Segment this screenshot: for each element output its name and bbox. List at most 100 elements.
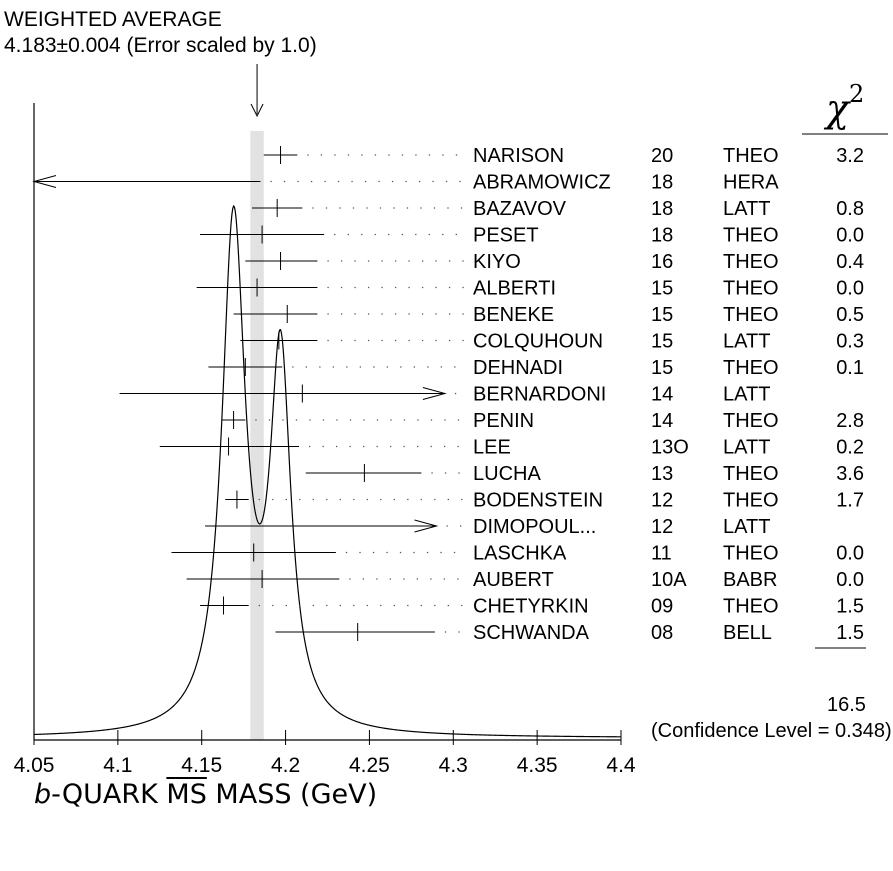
x-title-prefix: b [34,779,52,810]
measurement-name: PENIN [473,410,534,432]
error-bar-arrowhead-left [32,175,57,188]
measurement-name: SCHWANDA [473,622,590,644]
chart-title: WEIGHTED AVERAGE [4,8,222,31]
measurement-technique: LATT [723,198,770,220]
measurement-chi2: 3.6 [836,463,864,485]
measurement-name: LASCHKA [473,543,567,565]
measurement-technique: THEO [723,490,779,512]
measurement-name: NARISON [473,145,564,167]
measurement-technique: THEO [723,410,779,432]
measurement-year: 13O [651,437,689,459]
measurement-technique: LATT [723,331,770,353]
measurement-name: AUBERT [473,569,554,591]
measurement-year: 12 [651,490,673,512]
x-axis-title: b-QUARK MS MASS (GeV) [34,779,377,810]
measurement-name: BODENSTEIN [473,490,603,512]
measurement-chi2: 1.5 [836,596,864,618]
x-tick-label: 4.3 [439,754,468,777]
measurement-chi2: 2.8 [836,410,864,432]
measurement-chi2: 3.2 [836,145,864,167]
measurement-technique: HERA [723,172,779,194]
measurement-technique: THEO [723,596,779,618]
measurement-chi2: 0.4 [836,251,864,273]
measurement-name: ABRAMOWICZ [473,172,611,194]
measurement-year: 11 [651,543,672,565]
measurement-chi2: 0.0 [836,543,864,565]
confidence-level: (Confidence Level = 0.348) [651,720,892,742]
x-title-suffix: MASS (GeV) [206,779,378,810]
measurement-chi2: 0.8 [836,198,864,220]
measurement-technique: THEO [723,145,779,167]
chi-symbol: χ [826,86,850,131]
measurement-name: BENEKE [473,304,554,326]
measurement-technique: THEO [723,357,779,379]
chi-exponent: 2 [849,80,865,108]
measurement-name: DIMOPOUL... [473,516,596,538]
measurement-technique: LATT [723,437,770,459]
measurement-name: KIYO [473,251,521,273]
measurement-year: 15 [651,278,673,300]
measurement-technique: LATT [723,384,770,406]
measurement-name: BAZAVOV [473,198,567,220]
measurement-technique: LATT [723,516,770,538]
x-tick-label: 4.4 [606,754,636,777]
measurement-name: CHETYRKIN [473,596,589,618]
measurement-chi2: 0.0 [836,225,864,247]
measurement-technique: THEO [723,251,779,273]
ideogram-curve [33,204,622,738]
x-title-ms: MS [166,779,207,810]
x-tick-label: 4.35 [517,754,558,777]
x-tick-label: 4.25 [349,754,390,777]
measurement-name: COLQUHOUN [473,331,603,353]
error-bar-arrowhead-right [422,387,447,400]
measurement-year: 15 [651,304,673,326]
measurement-year: 18 [651,198,673,220]
measurement-year: 13 [651,463,673,485]
measurement-year: 12 [651,516,673,538]
measurement-technique: THEO [723,278,779,300]
measurement-technique: THEO [723,304,779,326]
measurement-technique: THEO [723,463,779,485]
measurement-technique: BABR [723,569,777,591]
measurement-technique: THEO [723,543,779,565]
measurement-name: DEHNADI [473,357,563,379]
measurement-chi2: 0.3 [836,331,864,353]
x-tick-label: 4.1 [103,754,132,777]
error-bar-arrowhead-right [414,519,439,533]
measurement-year: 15 [651,357,673,379]
measurement-year: 10A [651,569,687,591]
measurement-name: PESET [473,225,539,247]
measurement-chi2: 0.0 [836,278,864,300]
x-tick-label: 4.15 [181,754,222,777]
average-pointer-arrowhead [250,103,264,118]
measurement-year: 14 [651,384,673,406]
measurement-year: 15 [651,331,673,353]
measurement-chi2: 1.7 [836,490,864,512]
measurement-technique: THEO [723,225,779,247]
chi-squared-heading: χ2 [826,80,864,131]
measurement-chi2: 1.5 [836,622,864,644]
measurement-name: LUCHA [473,463,541,485]
weighted-average-value: 4.183±0.004 (Error scaled by 1.0) [4,34,317,57]
measurement-chi2: 0.2 [836,437,864,459]
measurement-year: 16 [651,251,673,273]
measurement-chi2: 0.0 [836,569,864,591]
measurement-year: 18 [651,172,673,194]
measurement-name: ALBERTI [473,278,556,300]
measurement-name: BERNARDONI [473,384,606,406]
x-tick-label: 4.2 [271,754,300,777]
x-tick-label: 4.05 [14,754,55,777]
measurement-year: 18 [651,225,673,247]
measurement-chi2: 0.1 [836,357,864,379]
x-title-middle: -QUARK [51,779,167,810]
measurement-name: LEE [473,437,511,459]
measurement-technique: BELL [723,622,772,644]
measurement-year: 14 [651,410,673,432]
measurement-chi2: 0.5 [836,304,864,326]
chi2-total: 16.5 [827,694,866,716]
measurement-year: 09 [651,596,673,618]
measurement-year: 08 [651,622,673,644]
weighted-average-band [250,131,264,740]
measurement-year: 20 [651,145,673,167]
